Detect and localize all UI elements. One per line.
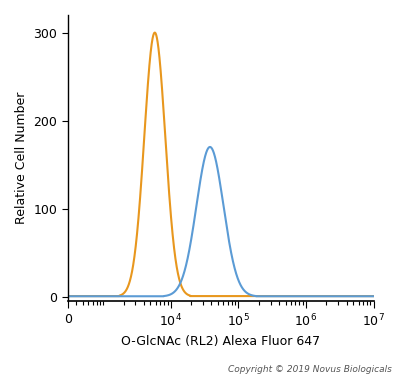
- Y-axis label: Relative Cell Number: Relative Cell Number: [15, 92, 28, 224]
- Text: Copyright © 2019 Novus Biologicals: Copyright © 2019 Novus Biologicals: [228, 365, 392, 374]
- X-axis label: O-GlcNAc (RL2) Alexa Fluor 647: O-GlcNAc (RL2) Alexa Fluor 647: [121, 335, 320, 348]
